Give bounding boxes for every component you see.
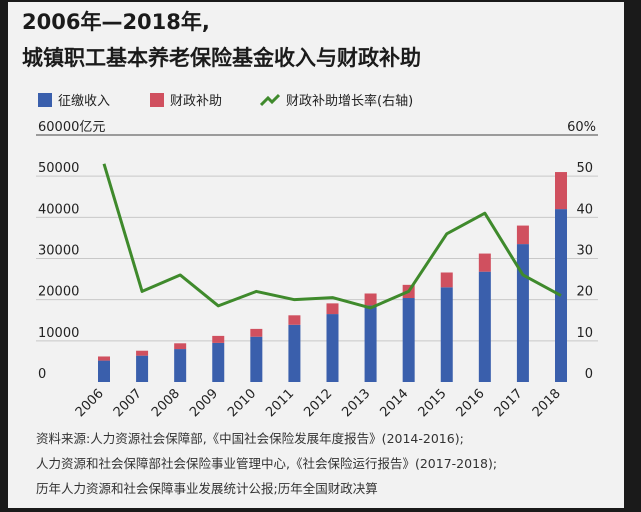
bar-subsidy — [478, 253, 491, 272]
chart-title-line1: 2006年—2018年, — [22, 10, 210, 34]
left-axis-tick-label: 50000 — [38, 161, 79, 176]
x-axis-tick-label: 2006 — [73, 386, 107, 420]
right-axis-tick-label: 50 — [576, 161, 593, 176]
bar-subsidy — [136, 350, 149, 356]
bar-subsidy — [98, 356, 110, 361]
bar-contrib — [364, 305, 377, 382]
bar-subsidy — [440, 272, 453, 288]
legend-growth-label: 财政补助增长率(右轴) — [286, 94, 414, 109]
bar-contrib — [136, 355, 149, 382]
right-axis-tick-label: 0 — [585, 367, 593, 382]
bar-contrib — [402, 298, 415, 382]
x-axis-tick-label: 2012 — [301, 386, 335, 420]
source-line-2: 人力资源和社会保障部社会保险事业管理中心,《社会保险运行报告》(2017-201… — [36, 456, 498, 471]
bar-contrib — [212, 342, 225, 382]
x-axis-tick-label: 2018 — [530, 386, 564, 420]
stacked-bar-line-chart: 60000亿元 60% 50000 40000 30000 20000 10000 0 50 40… — [36, 120, 598, 420]
bar-subsidy — [516, 225, 529, 245]
legend-subsidy-label: 财政补助 — [170, 94, 223, 109]
bar-contrib — [288, 324, 301, 382]
bar-subsidy — [212, 335, 225, 343]
x-axis-tick-label: 2013 — [339, 386, 373, 420]
right-axis-tick-label: 10 — [576, 326, 593, 341]
left-axis-tick-label: 40000 — [38, 202, 79, 217]
legend-contrib-swatch — [38, 92, 52, 107]
x-axis-tick-label: 2011 — [263, 386, 297, 420]
left-axis-tick-label: 30000 — [38, 244, 79, 259]
legend-contrib: 征缴收入 — [38, 90, 110, 109]
legend-contrib-label: 征缴收入 — [58, 94, 111, 109]
x-axis-tick-label: 2017 — [492, 386, 526, 420]
left-axis-tick-label: 0 — [38, 367, 46, 382]
bar-contrib — [440, 287, 453, 382]
left-axis-tick-label: 20000 — [38, 285, 79, 300]
x-axis-tick-label: 2010 — [225, 386, 259, 420]
left-axis-top-label: 60000亿元 — [38, 120, 105, 135]
x-axis-tick-label: 2009 — [187, 386, 221, 420]
bar-subsidy — [555, 172, 567, 210]
right-axis-tick-label: 30 — [576, 244, 593, 259]
bar-contrib — [516, 244, 529, 382]
x-axis-tick-label: 2016 — [454, 386, 488, 420]
x-axis-tick-label: 2014 — [377, 386, 411, 420]
right-axis-tick-label: 20 — [576, 285, 593, 300]
chart-title-line2: 城镇职工基本养老保险基金收入与财政补助 — [22, 46, 421, 70]
x-axis-tick-label: 2015 — [416, 386, 450, 420]
bar-subsidy — [174, 343, 187, 350]
legend-subsidy: 财政补助 — [150, 90, 222, 109]
right-axis-tick-label: 40 — [576, 202, 593, 217]
bar-contrib — [478, 271, 491, 382]
bar-subsidy — [288, 315, 301, 325]
x-axis-tick-label: 2007 — [111, 386, 145, 420]
left-axis-tick-label: 10000 — [38, 326, 79, 341]
legend-growth-line-icon — [260, 93, 280, 106]
bar-subsidy — [364, 293, 377, 306]
right-axis-top-label: 60% — [567, 120, 596, 135]
source-line-1: 资料来源:人力资源社会保障部,《中国社会保险发展年度报告》(2014-2016)… — [36, 431, 464, 446]
bar-subsidy — [326, 303, 339, 315]
bar-contrib — [98, 360, 110, 382]
bar-contrib — [250, 336, 263, 382]
bar-contrib — [174, 349, 187, 382]
chart-card: 2006年—2018年, 城镇职工基本养老保险基金收入与财政补助 征缴收入 财政… — [8, 2, 624, 508]
legend-subsidy-swatch — [150, 92, 164, 107]
bar-subsidy — [250, 328, 263, 337]
growth-rate-line — [102, 163, 562, 310]
source-line-3: 历年人力资源和社会保障事业发展统计公报;历年全国财政决算 — [36, 481, 378, 496]
x-axis-tick-label: 2008 — [149, 386, 183, 420]
bar-contrib — [326, 314, 339, 382]
legend-growth: 财政补助增长率(右轴) — [260, 90, 413, 109]
